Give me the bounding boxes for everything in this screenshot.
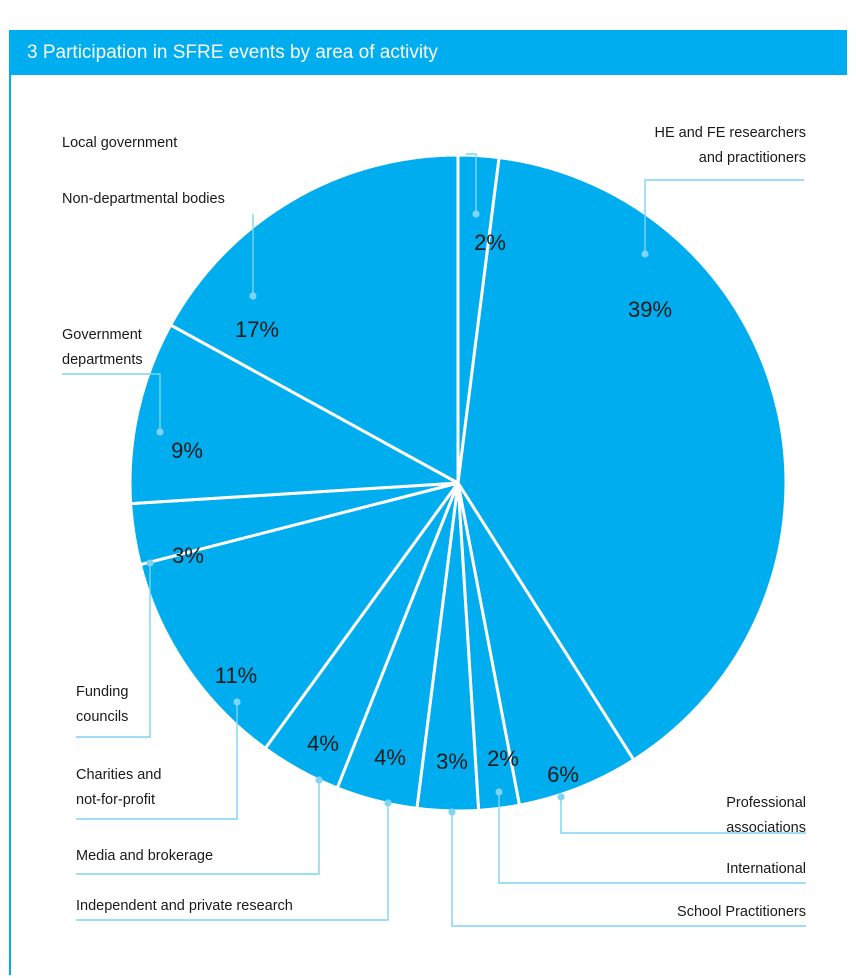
pie-slices (128, 153, 788, 813)
category-label-media-and-brokerage: Media and brokerage (76, 848, 213, 864)
pie-slice-charities-and-not-for-profit (138, 481, 460, 750)
category-label-non-departmental-bodies: Non-departmental bodies (62, 191, 225, 207)
percent-label-he-and-fe-researchers-and-practitioners: 39% (628, 297, 672, 322)
pie-slice-professional-associations (456, 481, 636, 807)
left-border-rule (9, 75, 11, 975)
percent-label-local-government: 2% (474, 230, 506, 255)
leader-line-international (498, 792, 806, 884)
leader-dot-international (495, 788, 503, 796)
category-label-local-government: Local government (62, 135, 177, 151)
chart-title: 3 Participation in SFRE events by area o… (27, 42, 438, 64)
figure-number: 3 (27, 42, 38, 63)
chart-header: 3 Participation in SFRE events by area o… (9, 30, 847, 75)
leader-dot-government-departments (156, 428, 164, 436)
figure-title-text: Participation in SFRE events by area of … (42, 42, 438, 63)
leader-dot-school-practitioners (448, 808, 456, 816)
leader-line-professional-associations (560, 797, 806, 834)
percentage-labels: 2% 39% 6% 2% 3% 4% 4% 11% 3% 9% 17% (171, 230, 672, 787)
category-labels: Local government HE and FE researchers and… (62, 125, 806, 920)
category-label-school-practitioners: School Practitioners (677, 904, 806, 920)
leader-dot-funding-councils (146, 559, 154, 567)
leader-line-independent-and-private-research (76, 803, 389, 921)
pie-slice-he-and-fe-researchers-and-practitioners (456, 156, 788, 762)
category-label-charities-and-not-for-profit: Charities and not-for-profit (76, 767, 161, 808)
leader-dot-charities-and-not-for-profit (233, 698, 241, 706)
leader-dot-he-and-fe-researchers-and-practitioners (641, 250, 649, 258)
leader-line-local-government (466, 153, 477, 214)
percent-label-charities-and-not-for-profit: 11% (215, 663, 257, 688)
percent-label-funding-councils: 3% (172, 543, 204, 568)
leader-dot-non-departmental-bodies (249, 292, 257, 300)
percent-label-professional-associations: 6% (547, 762, 579, 787)
pie-slice-government-departments (128, 323, 460, 506)
percent-label-independent-and-private-research: 4% (374, 745, 406, 770)
percent-label-media-and-brokerage: 4% (307, 731, 339, 756)
leader-dot-local-government (472, 210, 480, 218)
category-label-government-departments: Government departments (62, 327, 143, 368)
category-label-international: International (726, 861, 806, 877)
leader-lines (62, 153, 806, 927)
pie-slice-non-departmental-bodies (169, 153, 460, 485)
leader-dot-media-and-brokerage (315, 776, 323, 784)
leader-line-school-practitioners (451, 812, 806, 927)
category-label-professional-associations: Professional associations (726, 795, 806, 836)
leader-line-media-and-brokerage (76, 780, 320, 875)
leader-line-government-departments (62, 373, 161, 432)
leader-dot-professional-associations (557, 793, 565, 801)
leader-line-funding-councils (76, 563, 151, 738)
percent-label-school-practitioners: 3% (436, 749, 468, 774)
category-label-independent-and-private-research: Independent and private research (76, 898, 293, 914)
leader-dot-independent-and-private-research (384, 799, 392, 807)
percent-label-non-departmental-bodies: 17% (235, 317, 279, 342)
leader-line-he-and-fe-researchers-and-practitioners (644, 179, 804, 254)
leader-line-charities-and-not-for-profit (76, 702, 238, 820)
category-label-he-and-fe-researchers-and-practitioners: HE and FE researchers and practitioners (654, 125, 806, 166)
percent-label-government-departments: 9% (171, 438, 203, 463)
category-label-funding-councils: Funding councils (76, 684, 128, 725)
percent-label-international: 2% (487, 746, 519, 771)
